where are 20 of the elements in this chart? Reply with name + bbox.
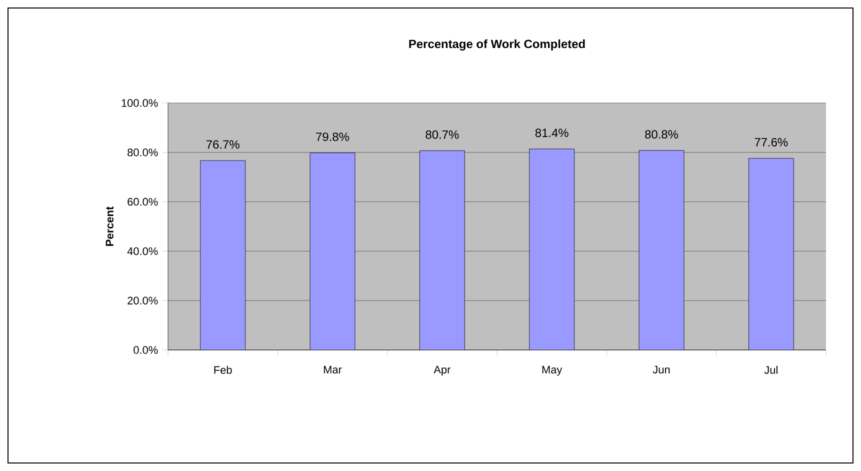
y-tick-label: 80.0%: [128, 148, 158, 156]
x-tick-label: Mar: [324, 366, 342, 374]
data-label: 81.4%: [535, 128, 568, 138]
x-tick-label: Jun: [652, 366, 670, 374]
data-label: 76.7%: [206, 140, 240, 149]
x-tick-label: Jul: [764, 366, 778, 374]
data-label: 77.6%: [754, 138, 788, 146]
y-tick-label: 100.0%: [122, 99, 158, 107]
x-tick-label: Feb: [214, 366, 232, 374]
x-tick-label: Apr: [434, 366, 451, 376]
data-label: 80.7%: [426, 130, 459, 139]
y-tick-label: 40.0%: [127, 247, 158, 256]
data-label: 79.8%: [316, 132, 350, 142]
y-axis-title: Percent: [106, 206, 114, 246]
y-tick-label: 20.0%: [128, 296, 158, 304]
y-tick-label: 60.0%: [128, 198, 158, 206]
chart-title: Percentage of Work Completed: [409, 39, 585, 51]
y-tick-label: 0.0%: [134, 346, 158, 354]
x-tick-label: May: [542, 366, 562, 376]
data-label: 80.8%: [645, 130, 678, 139]
